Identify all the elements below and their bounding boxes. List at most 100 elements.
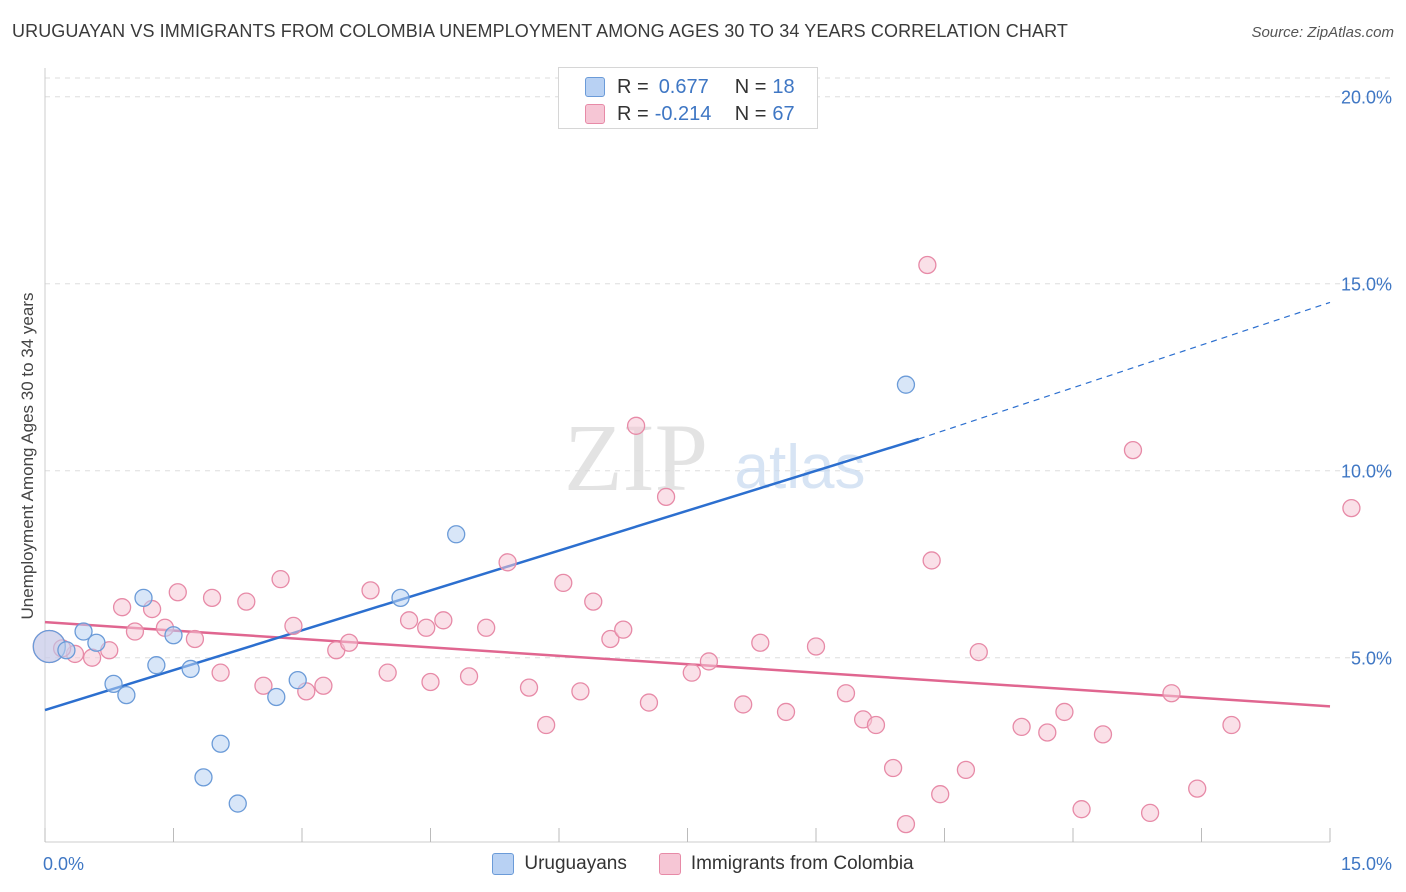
legend-n-value: 67 — [772, 102, 795, 125]
data-point-colombia — [656, 487, 676, 507]
data-point-colombia — [682, 663, 701, 682]
data-point-colombia — [211, 663, 230, 682]
data-point-colombia — [1188, 779, 1207, 798]
data-point-colombia — [554, 573, 573, 593]
data-point-colombia — [1072, 800, 1091, 819]
watermark-atlas: atlas — [735, 433, 866, 502]
data-point-colombia — [806, 637, 826, 656]
data-point-colombia — [477, 618, 496, 637]
data-point-colombia — [254, 676, 273, 695]
data-point-colombia — [82, 648, 102, 667]
data-point-uruguayans — [896, 375, 916, 394]
source-credit: Source: ZipAtlas.com — [1251, 24, 1394, 41]
data-point-uruguayans — [391, 588, 410, 608]
legend-n-label: N = — [734, 75, 767, 98]
data-point-colombia — [1162, 684, 1181, 703]
data-point-colombia — [237, 592, 256, 611]
legend-item-colombia[interactable]: Immigrants from Colombia — [658, 853, 914, 875]
data-point-colombia — [271, 570, 290, 589]
legend-swatch-blue — [585, 77, 605, 97]
data-point-colombia — [421, 672, 440, 692]
legend-n-label: N = — [734, 102, 767, 125]
data-point-colombia — [734, 695, 753, 714]
data-point-colombia — [378, 663, 397, 682]
tick-labels: 5.0% 10.0% 15.0% 20.0% 0.0% 15.0% — [43, 88, 1392, 874]
data-point-colombia — [584, 592, 603, 611]
data-point-colombia — [1093, 725, 1113, 744]
data-point-colombia — [202, 588, 222, 608]
data-point-colombia — [896, 814, 916, 834]
data-point-uruguayans — [181, 659, 200, 679]
legend-n-value: 18 — [772, 75, 795, 98]
series-uruguayans-points — [32, 375, 916, 813]
data-point-colombia — [417, 618, 436, 637]
data-point-colombia — [699, 652, 719, 671]
data-point-colombia — [883, 758, 903, 778]
series-colombia-points — [32, 255, 1361, 834]
legend-swatch-pink — [658, 853, 681, 875]
series-legend: Uruguayans Immigrants from Colombia — [0, 851, 1406, 877]
data-point-uruguayans — [228, 794, 247, 813]
correlation-legend: R = 0.677 N = 18 R = -0.214 N = 67 — [558, 67, 818, 129]
chart-title: URUGUAYAN VS IMMIGRANTS FROM COLOMBIA UN… — [12, 21, 1068, 41]
data-point-uruguayans — [164, 626, 183, 645]
data-point-uruguayans — [57, 641, 76, 660]
data-point-colombia — [922, 551, 941, 570]
data-point-colombia — [956, 760, 976, 780]
data-point-colombia — [459, 667, 479, 686]
data-point-colombia — [314, 676, 333, 695]
data-point-colombia — [776, 702, 796, 722]
data-point-colombia — [1012, 717, 1031, 737]
legend-swatch-blue — [492, 853, 515, 875]
gridlines — [45, 77, 1392, 659]
y-tick-label: 5.0% — [1351, 649, 1392, 669]
data-point-colombia — [1140, 803, 1160, 823]
data-point-colombia — [519, 678, 539, 697]
legend-r-label: R = — [617, 102, 649, 125]
axes — [44, 68, 1331, 843]
legend-row-uruguayans: R = 0.677 N = 18 — [559, 74, 795, 100]
data-point-colombia — [168, 583, 187, 602]
legend-row-colombia: R = -0.214 N = 67 — [559, 101, 795, 127]
data-point-uruguayans — [117, 685, 136, 705]
data-point-colombia — [537, 715, 556, 735]
data-point-colombia — [571, 682, 590, 701]
y-tick-label: 20.0% — [1341, 88, 1392, 108]
trend-line-colombia — [44, 620, 1331, 708]
y-tick-label: 10.0% — [1341, 462, 1392, 482]
data-point-colombia — [185, 629, 205, 649]
data-point-colombia — [125, 622, 145, 641]
data-point-colombia — [866, 715, 886, 735]
data-point-colombia — [1342, 498, 1361, 518]
data-point-colombia — [361, 581, 380, 600]
data-point-colombia — [836, 684, 856, 703]
data-point-colombia — [284, 616, 303, 636]
legend-label-colombia: Immigrants from Colombia — [690, 853, 914, 874]
data-point-uruguayans — [87, 633, 106, 652]
data-point-colombia — [498, 553, 517, 572]
data-point-colombia — [626, 416, 646, 435]
data-point-uruguayans — [134, 588, 153, 608]
y-tick-label: 15.0% — [1341, 275, 1392, 295]
data-point-colombia — [969, 642, 988, 662]
data-point-colombia — [1038, 723, 1057, 742]
legend-r-value: -0.214 — [654, 102, 712, 125]
data-point-colombia — [614, 620, 633, 639]
legend-item-uruguayans[interactable]: Uruguayans — [492, 853, 627, 875]
data-point-colombia — [399, 611, 419, 630]
data-point-uruguayans — [447, 525, 466, 544]
data-point-uruguayans — [104, 674, 123, 694]
legend-swatch-pink — [585, 104, 605, 124]
data-point-uruguayans — [267, 687, 286, 707]
data-point-colombia — [751, 633, 770, 652]
data-point-colombia — [112, 598, 132, 617]
data-point-uruguayans — [194, 768, 213, 787]
data-point-colombia — [918, 255, 937, 275]
legend-r-label: R = — [617, 75, 649, 98]
x-tick-label: 15.0% — [1341, 854, 1392, 874]
data-point-colombia — [639, 693, 659, 712]
data-point-colombia — [434, 611, 453, 630]
trend-line-uruguayans — [44, 437, 920, 712]
data-point-colombia — [1055, 702, 1074, 722]
